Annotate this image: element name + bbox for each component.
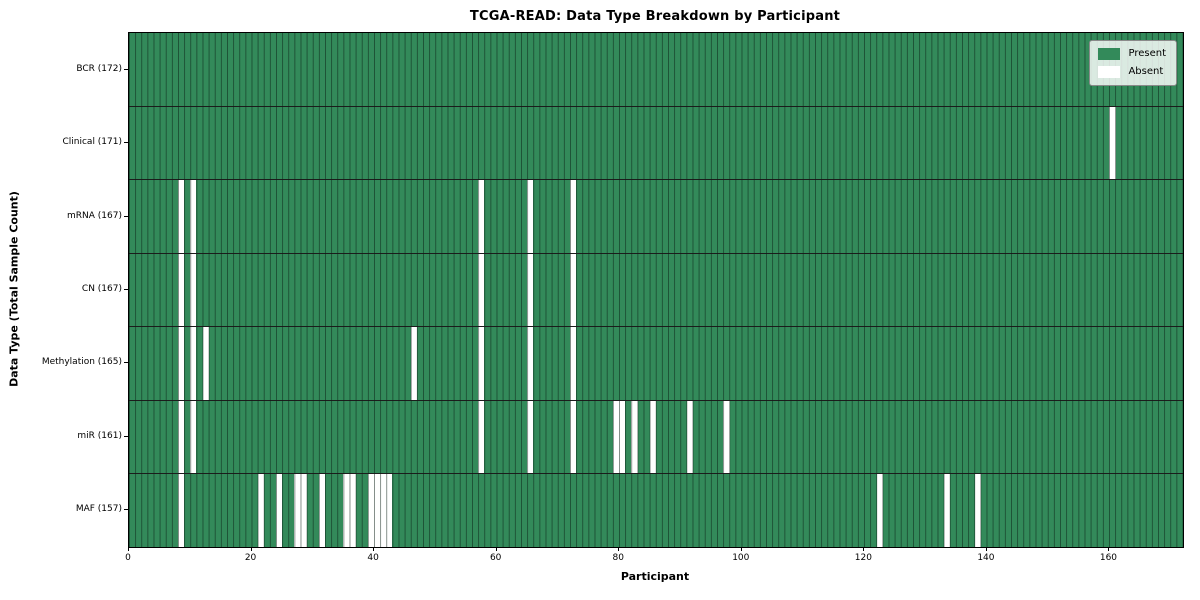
absent-cell [570, 253, 577, 327]
absent-cell [527, 180, 534, 253]
x-tick-label: 40 [367, 553, 379, 563]
absent-cell [318, 474, 326, 548]
heatmap-row-maf [129, 474, 1183, 548]
absent-cell [723, 400, 730, 474]
absent-cell [190, 400, 197, 474]
heatmap-row-mrna [129, 180, 1183, 254]
absent-cell [386, 474, 393, 548]
y-tick-mark [124, 362, 128, 364]
y-axis-label: Data Type (Total Sample Count) [7, 191, 21, 387]
y-tick-label: Clinical (171) [62, 137, 122, 148]
legend-entry-absent: Absent [1098, 66, 1166, 78]
absent-cell [570, 327, 577, 400]
absent-cell [570, 180, 577, 253]
absent-cell [178, 400, 185, 474]
absent-cell [478, 180, 485, 253]
absent-cell [876, 474, 883, 548]
absent-cell [202, 327, 209, 400]
absent-cell [410, 327, 417, 400]
absent-cell [527, 327, 534, 400]
y-tick-label: BCR (172) [76, 63, 122, 74]
absent-cell [478, 253, 485, 327]
absent-cell [944, 474, 951, 548]
y-tick-label: MAF (157) [75, 504, 122, 515]
legend-label-absent: Absent [1128, 66, 1164, 77]
y-tick-mark [124, 215, 128, 217]
absent-cell [178, 253, 185, 327]
x-tick-label: 20 [244, 553, 257, 563]
x-tick-label: 60 [489, 553, 502, 563]
heatmap-row-mir [129, 400, 1183, 475]
x-tick-label: 0 [125, 553, 131, 563]
x-axis-label: Participant [620, 570, 690, 583]
plot-area: Present Absent [128, 32, 1184, 548]
heatmap-row-clinical [129, 106, 1183, 181]
absent-cell [276, 474, 283, 548]
y-tick-mark [124, 435, 128, 437]
x-tick-label: 100 [732, 553, 750, 563]
absent-cell [257, 474, 264, 548]
absent-cell [649, 400, 656, 474]
y-tick-mark [124, 142, 128, 144]
absent-cell [190, 253, 197, 327]
absent-cell [527, 253, 534, 327]
y-tick-label: miR (161) [77, 430, 122, 441]
x-tick-mark [618, 547, 620, 551]
y-tick-label: CN (167) [81, 284, 122, 294]
x-tick-mark [863, 547, 865, 551]
x-tick-mark [740, 547, 742, 551]
legend-entry-present: Present [1098, 48, 1166, 60]
y-tick-mark [124, 509, 128, 511]
y-tick-label: Methylation (165) [41, 357, 122, 368]
legend: Present Absent [1089, 40, 1177, 86]
absent-cell [570, 400, 577, 474]
absent-cell [190, 180, 197, 253]
absent-cell [631, 400, 638, 474]
absent-cell [527, 400, 534, 474]
x-tick-mark [373, 547, 375, 551]
absent-cell [686, 400, 693, 474]
x-tick-mark [1108, 547, 1110, 551]
x-tick-label: 140 [977, 553, 995, 563]
legend-swatch-absent-icon [1098, 66, 1121, 78]
absent-cell [349, 474, 356, 548]
x-tick-label: 80 [612, 553, 624, 563]
absent-cell [300, 474, 307, 548]
absent-cell [190, 327, 197, 400]
y-tick-label: mRNA (167) [67, 210, 122, 221]
absent-cell [478, 327, 485, 400]
heatmap-row-cn [129, 253, 1183, 328]
absent-cell [478, 400, 485, 474]
absent-cell [178, 474, 185, 548]
absent-cell [619, 400, 626, 474]
x-tick-mark [128, 547, 129, 551]
x-tick-mark [985, 547, 987, 551]
y-tick-mark [124, 289, 128, 290]
absent-cell [974, 474, 981, 548]
chart-title: TCGA-READ: Data Type Breakdown by Partic… [469, 9, 841, 24]
absent-cell [1109, 106, 1116, 180]
absent-cell [178, 180, 185, 253]
heatmap-rows [129, 33, 1183, 548]
x-tick-label: 120 [854, 553, 872, 563]
x-tick-label: 160 [1099, 553, 1118, 563]
y-tick-mark [124, 68, 128, 70]
x-tick-mark [250, 547, 252, 551]
legend-swatch-present-icon [1098, 48, 1121, 60]
legend-label-present: Present [1128, 48, 1166, 59]
heatmap-row-bcr [129, 33, 1183, 107]
heatmap-row-methylation [129, 327, 1183, 401]
absent-cell [178, 327, 185, 400]
x-tick-mark [495, 547, 497, 551]
